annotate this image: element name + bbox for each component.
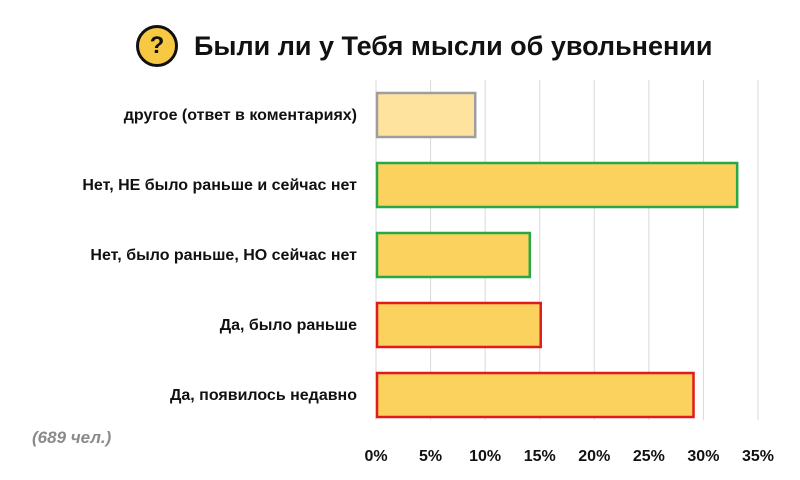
category-label: другое (ответ в коментариях) <box>124 107 357 124</box>
x-tick-label: 15% <box>524 448 556 465</box>
category-label: Нет, НЕ было раньше и сейчас нет <box>82 177 357 194</box>
x-tick-label: 0% <box>364 448 387 465</box>
category-label: Да, было раньше <box>220 317 357 334</box>
category-label: Да, появилось недавно <box>170 387 357 404</box>
x-tick-label: 30% <box>687 448 719 465</box>
bar <box>375 301 542 349</box>
category-label: Нет, было раньше, НО сейчас нет <box>90 247 357 264</box>
bar <box>375 371 695 419</box>
category-labels: другое (ответ в коментариях) Нет, НЕ было… <box>82 107 357 404</box>
bar <box>375 161 739 209</box>
chart-header: ? Были ли у Тебя мысли об увольнении <box>136 20 713 72</box>
x-tick-label: 5% <box>419 448 442 465</box>
bars <box>375 91 739 419</box>
chart-title: Были ли у Тебя мысли об увольнении <box>194 30 713 61</box>
x-tick-label: 10% <box>469 448 501 465</box>
x-tick-label: 35% <box>742 448 774 465</box>
respondent-count: (689 чел.) <box>32 428 112 447</box>
question-icon: ? <box>136 25 178 67</box>
x-tick-label: 25% <box>633 448 665 465</box>
bar <box>375 91 477 139</box>
bar <box>375 231 532 279</box>
x-axis-ticks: 0% 5% 10% 15% 20% 25% 30% 35% <box>364 448 774 465</box>
x-tick-label: 20% <box>578 448 610 465</box>
